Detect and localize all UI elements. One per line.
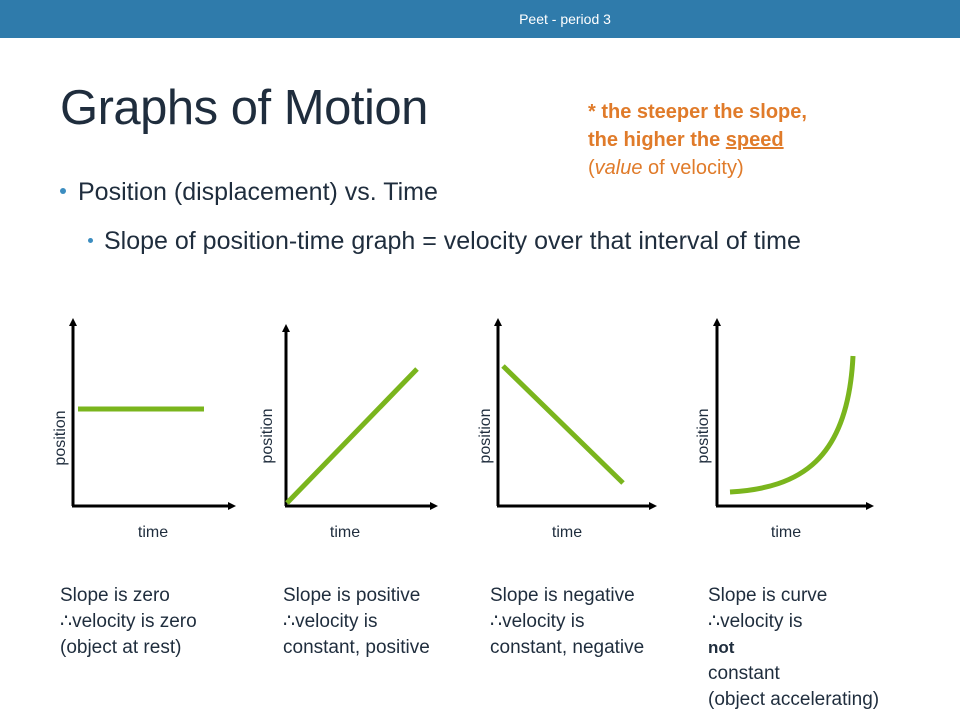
graph-4: position time bbox=[695, 318, 874, 541]
graph-4-xlabel: time bbox=[771, 524, 801, 541]
graph-3-xlabel: time bbox=[552, 524, 582, 541]
bullet-level-2: Slope of position-time graph = velocity … bbox=[104, 227, 801, 255]
graph-2-xlabel: time bbox=[330, 524, 360, 541]
caption-4-line-2-prefix: ∴velocity is bbox=[708, 611, 803, 632]
caption-2-line-1: Slope is positive bbox=[283, 585, 421, 606]
note-line-2: the higher the speed bbox=[588, 126, 807, 154]
caption-2-line-3: constant, positive bbox=[283, 637, 430, 658]
caption-3: Slope is negative ∴velocity is constant,… bbox=[490, 583, 644, 661]
graph-2-line bbox=[285, 367, 419, 505]
note-speed-word: speed bbox=[725, 129, 784, 151]
graph-1-ylabel: position bbox=[52, 410, 69, 465]
caption-4: Slope is curve ∴velocity is not constant… bbox=[708, 583, 879, 713]
note-line-3-rest: of velocity) bbox=[642, 157, 744, 179]
caption-4-line-4: (object accelerating) bbox=[708, 689, 880, 710]
caption-4-line-1: Slope is curve bbox=[708, 585, 828, 606]
graph-3-ylabel: position bbox=[477, 408, 494, 463]
graph-4-curve bbox=[729, 355, 856, 495]
graph-3: position time bbox=[477, 318, 657, 541]
graph-1: position time bbox=[52, 318, 236, 541]
note-line-1: * the steeper the slope, bbox=[588, 101, 807, 123]
caption-3-line-3: constant, negative bbox=[490, 637, 645, 658]
caption-1: Slope is zero ∴velocity is zero (object … bbox=[60, 583, 197, 661]
caption-2-line-2: ∴velocity is bbox=[283, 611, 378, 632]
note-line-3-open: ( bbox=[588, 157, 595, 179]
note-line-3: (value of velocity) bbox=[588, 154, 807, 182]
caption-4-line-3: constant bbox=[708, 663, 780, 684]
header-bar: Peet - period 3 bbox=[0, 0, 960, 38]
slope-note: * the steeper the slope, the higher the … bbox=[588, 98, 807, 182]
caption-1-line-2: ∴velocity is zero bbox=[60, 611, 197, 632]
caption-3-line-2: ∴velocity is bbox=[490, 611, 585, 632]
caption-2: Slope is positive ∴velocity is constant,… bbox=[283, 583, 430, 661]
header-text: Peet - period 3 bbox=[519, 11, 611, 27]
graph-2-ylabel: position bbox=[259, 408, 276, 463]
bullet-level-1: Position (displacement) vs. Time bbox=[78, 178, 438, 206]
caption-4-not-word: not bbox=[708, 638, 735, 657]
caption-1-line-3: (object at rest) bbox=[60, 637, 182, 658]
bullet-dot-2 bbox=[88, 238, 93, 243]
note-line-2-prefix: the higher the bbox=[588, 129, 726, 151]
caption-1-line-1: Slope is zero bbox=[60, 585, 170, 606]
graph-3-line bbox=[501, 364, 625, 485]
slide-title: Graphs of Motion bbox=[60, 81, 428, 135]
note-value-word: value bbox=[594, 157, 643, 179]
graph-4-ylabel: position bbox=[695, 408, 712, 463]
graph-1-xlabel: time bbox=[138, 524, 168, 541]
caption-4-line-2: ∴velocity is not bbox=[708, 609, 879, 661]
graph-2: position time bbox=[259, 324, 438, 541]
bullet-dot-1 bbox=[60, 188, 66, 194]
caption-3-line-1: Slope is negative bbox=[490, 585, 635, 606]
